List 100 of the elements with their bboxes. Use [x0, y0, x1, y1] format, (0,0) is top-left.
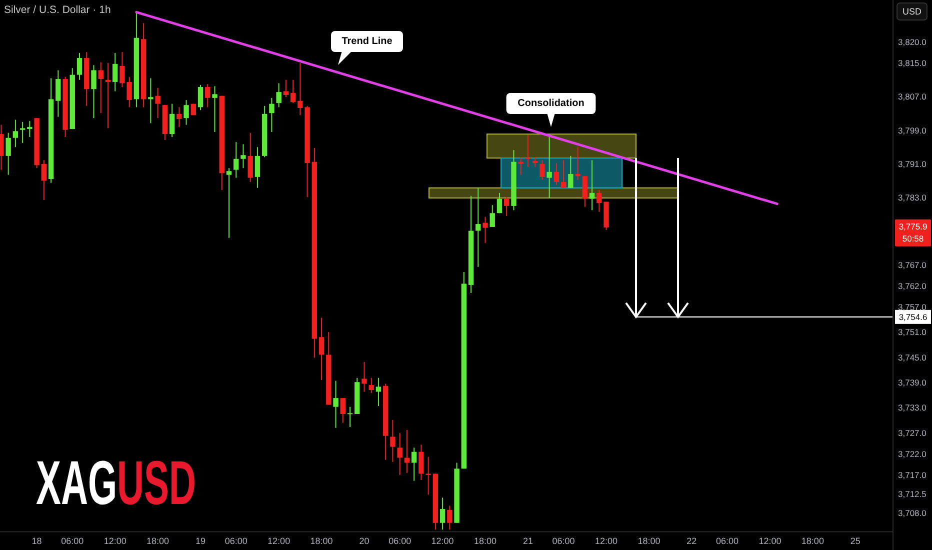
- candlestick: [368, 377, 374, 394]
- text: XAGUSD: [36, 449, 248, 518]
- text: 50:58: [902, 233, 924, 244]
- candlestick: [546, 136, 552, 198]
- candlestick: [20, 121, 26, 144]
- candlestick: [560, 160, 566, 188]
- y-tick-label: 3,745.0: [898, 352, 927, 362]
- candlestick: [596, 189, 602, 212]
- candlestick: [148, 78, 154, 124]
- candlestick: [404, 429, 410, 474]
- candlestick: [205, 84, 210, 108]
- candlestick: [582, 176, 588, 208]
- x-tick-label: 25: [850, 536, 860, 546]
- x-tick-label: 18:00: [146, 536, 170, 546]
- candlestick: [333, 380, 338, 428]
- y-tick-label: 3,767.0: [898, 260, 927, 270]
- candlestick: [234, 142, 239, 178]
- x-tick-label: 19: [196, 536, 206, 546]
- y-tick-label: 3,799.0: [898, 125, 927, 136]
- candlestick: [283, 79, 289, 98]
- candlestick: [532, 156, 538, 168]
- y-tick-label: 3,712.5: [898, 488, 927, 499]
- chart-title: Silver / U.S. Dollar · 1h: [4, 4, 111, 16]
- candlestick: [496, 192, 502, 214]
- candlestick: [490, 204, 495, 228]
- candlestick: [212, 86, 218, 132]
- y-tick-label: 3,708.0: [898, 508, 927, 518]
- candlestick: [176, 106, 182, 128]
- x-tick-label: 06:00: [716, 536, 739, 546]
- annotation: Trend Line: [342, 36, 393, 47]
- x-tick-label: 21: [522, 536, 533, 546]
- x-tick-label: 06:00: [552, 536, 575, 546]
- candlestick: [276, 82, 282, 108]
- y-tick-label: 3,751.0: [898, 327, 927, 338]
- candlestick: [418, 444, 424, 480]
- candlestick: [269, 97, 274, 132]
- candlestick: [390, 419, 396, 462]
- y-tick-label: 3,757.0: [898, 302, 927, 312]
- y-tick-label: 3,739.0: [898, 377, 927, 388]
- y-tick-label: 3,727.0: [898, 428, 927, 438]
- candlestick: [340, 398, 346, 424]
- candlestick: [568, 155, 574, 188]
- x-tick-label: 18:00: [801, 536, 824, 546]
- candlestick: [76, 52, 82, 80]
- candlestick: [540, 160, 545, 180]
- candlestick: [518, 156, 524, 176]
- candlestick: [198, 84, 204, 111]
- annotation: Consolidation: [518, 98, 584, 109]
- candlestick: [411, 447, 417, 482]
- candlestick: [440, 497, 446, 530]
- candlestick: [105, 62, 111, 129]
- candlestick: [426, 456, 431, 496]
- candlestick: [184, 100, 189, 126]
- candlestick: [525, 134, 531, 168]
- candlestick: [56, 70, 61, 118]
- candlestick: [248, 132, 253, 182]
- y-tick-label: 3,815.0: [898, 58, 927, 68]
- y-tick-label: 3,820.0: [898, 37, 927, 48]
- candlestick: [589, 160, 595, 211]
- x-tick-label: 12:00: [758, 536, 782, 546]
- candlestick: [155, 87, 160, 119]
- x-tick-label: 18:00: [638, 536, 660, 546]
- candlestick: [290, 79, 296, 104]
- candlestick: [575, 146, 580, 180]
- candlestick: [347, 406, 353, 428]
- x-tick-label: 20: [359, 536, 370, 546]
- x-tick-label: 06:00: [388, 536, 412, 546]
- y-tick-label: 3,791.0: [898, 158, 927, 169]
- y-axis-title: USD: [902, 6, 922, 16]
- candlestick: [447, 505, 452, 530]
- candlestick: [504, 196, 510, 217]
- x-tick-label: 18: [32, 536, 42, 546]
- x-tick-label: 12:00: [431, 536, 454, 546]
- ref-line-label: 3,754.6: [898, 312, 928, 322]
- candlestick: [226, 168, 232, 238]
- text: 3,775.9: [898, 221, 928, 232]
- x-tick-label: 12:00: [104, 536, 126, 546]
- candlestick: [112, 52, 118, 92]
- candlestick: [27, 120, 32, 138]
- candlestick: [98, 62, 104, 114]
- candlestick: [169, 103, 175, 138]
- candlestick: [554, 162, 560, 186]
- x-tick-label: 18:00: [310, 536, 333, 546]
- x-tick-label: 12:00: [268, 536, 290, 546]
- y-tick-label: 3,762.0: [898, 280, 927, 291]
- y-tick-label: 3,807.0: [898, 92, 927, 102]
- candlestick: [318, 317, 324, 380]
- candlestick: [12, 119, 18, 148]
- candlestick: [376, 377, 382, 407]
- x-tick-label: 18:00: [474, 536, 497, 546]
- candlestick: [482, 216, 488, 244]
- y-tick-label: 3,783.0: [898, 192, 927, 203]
- x-tick-label: 06:00: [224, 536, 248, 546]
- y-tick-label: 3,717.0: [898, 470, 927, 480]
- candlestick: [41, 160, 47, 201]
- candlestick: [254, 146, 260, 188]
- y-tick-label: 3,722.0: [898, 448, 927, 459]
- x-tick-label: 06:00: [61, 536, 84, 546]
- candlestick: [240, 144, 246, 169]
- candlestick: [476, 187, 481, 268]
